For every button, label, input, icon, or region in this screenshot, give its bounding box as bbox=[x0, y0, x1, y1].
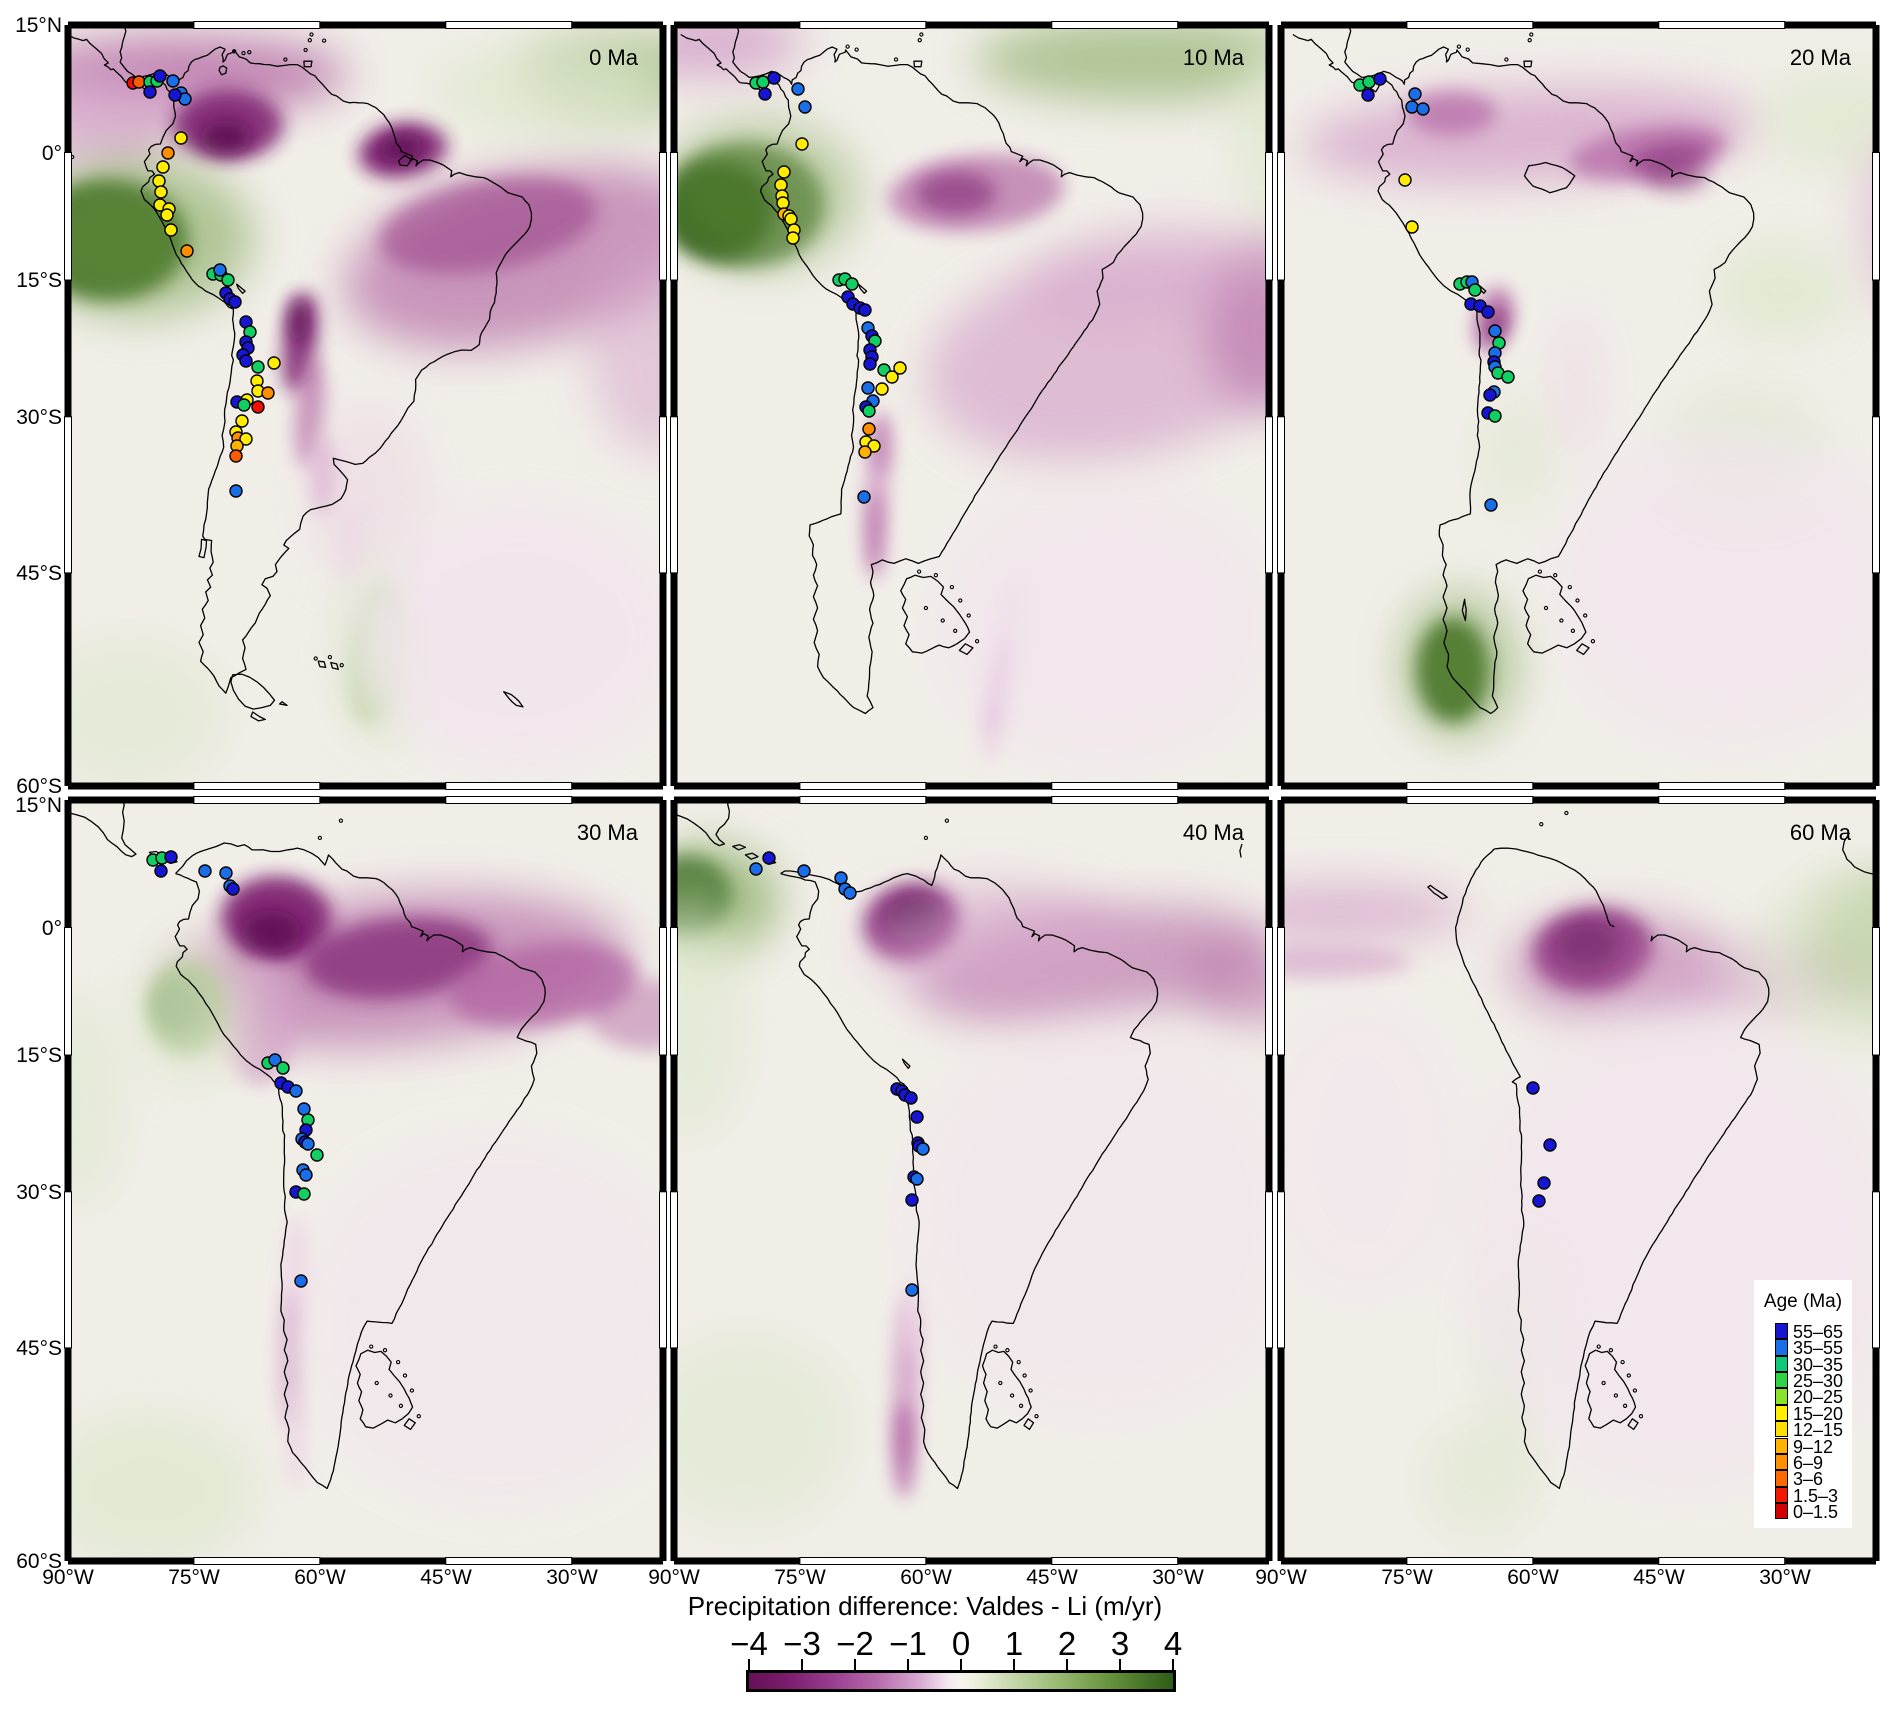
svg-text:20 Ma: 20 Ma bbox=[1790, 45, 1852, 70]
svg-text:60 Ma: 60 Ma bbox=[1790, 820, 1852, 845]
svg-text:10 Ma: 10 Ma bbox=[1183, 45, 1245, 70]
svg-text:30 Ma: 30 Ma bbox=[577, 820, 639, 845]
svg-text:0 Ma: 0 Ma bbox=[589, 45, 639, 70]
svg-text:40 Ma: 40 Ma bbox=[1183, 820, 1245, 845]
